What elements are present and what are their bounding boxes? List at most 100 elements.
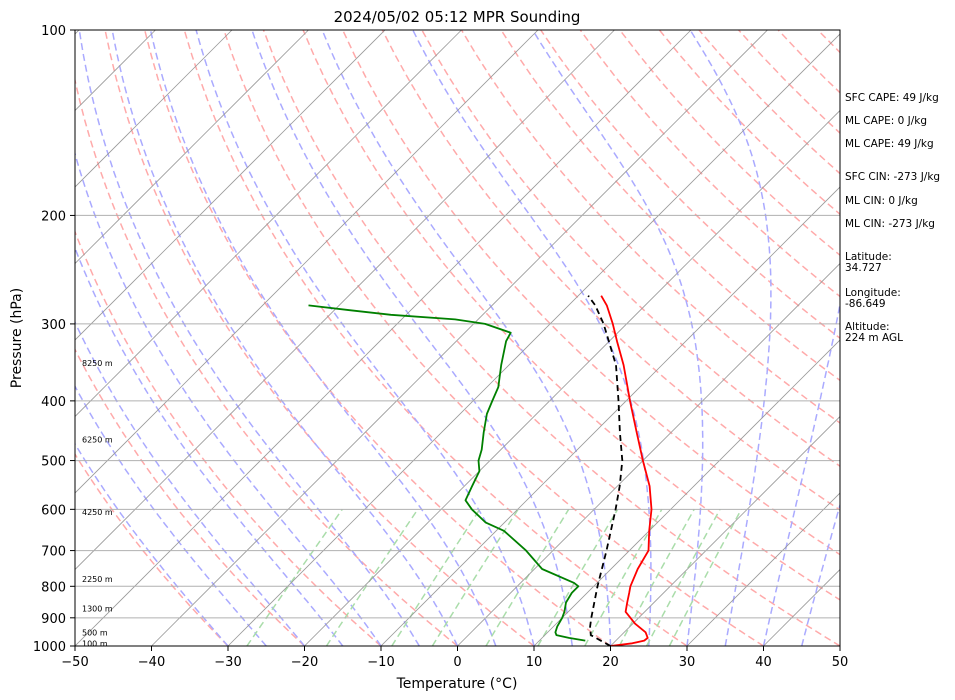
longitude-text: Longitude: -86.649 bbox=[845, 287, 901, 310]
dry-adiabat-line bbox=[75, 76, 458, 646]
moist-adiabat-line bbox=[195, 30, 535, 646]
height-label: 6250 m bbox=[82, 435, 113, 444]
isotherm-line bbox=[0, 30, 3, 646]
moist-adiabat-line bbox=[75, 442, 229, 646]
dry-adiabat-line bbox=[302, 30, 840, 601]
moist-adiabat-line bbox=[762, 300, 840, 646]
dry-adiabat-line bbox=[75, 452, 229, 646]
altitude-text: Altitude: 224 m AGL bbox=[845, 321, 903, 344]
y-tick-label: 700 bbox=[41, 545, 66, 560]
isotherm-line bbox=[610, 415, 840, 646]
pressure-gridlines bbox=[75, 214, 840, 619]
height-labels: 100 m 500 m 1300 m 2250 m 4250 m 6250 m 8250 m bbox=[82, 359, 113, 648]
plot-frame bbox=[74, 29, 841, 647]
isotherm-line bbox=[75, 30, 462, 418]
x-axis-ticks: −50 −40 −30 −20 −10 0 10 20 30 40 50 bbox=[61, 646, 848, 670]
moist-adiabat-line bbox=[111, 30, 459, 646]
isotherm-line bbox=[151, 30, 768, 646]
height-label: 2250 m bbox=[82, 575, 113, 584]
isotherm-line bbox=[75, 30, 615, 571]
moist-adiabat-line bbox=[75, 246, 344, 646]
x-tick-label: −30 bbox=[214, 655, 241, 670]
dry-adiabat-line bbox=[104, 30, 535, 646]
x-tick-label: 20 bbox=[602, 655, 619, 670]
moist-adiabat-line bbox=[689, 30, 772, 646]
dry-adiabat-line bbox=[460, 30, 840, 424]
dry-adiabat-line bbox=[75, 229, 382, 646]
dry-adiabat-line bbox=[143, 30, 611, 646]
chart-title: 2024/05/02 05:12 MPR Sounding bbox=[334, 8, 581, 26]
mixing-ratio-line bbox=[485, 508, 570, 646]
isotherm-line bbox=[75, 30, 692, 646]
ml-cin-text-2: ML CIN: -273 J/kg bbox=[845, 218, 935, 230]
x-tick-label: −20 bbox=[291, 655, 318, 670]
dry-adiabat-line bbox=[75, 347, 306, 646]
temperature-trace bbox=[600, 295, 653, 646]
dry-adiabat-line bbox=[183, 30, 688, 646]
height-label: 1300 m bbox=[82, 604, 113, 613]
ml-cape-text: ML CAPE: 0 J/kg bbox=[845, 115, 928, 127]
moist-adiabat-line bbox=[75, 320, 306, 646]
isotherm-line bbox=[75, 30, 309, 265]
height-label: 4250 m bbox=[82, 508, 113, 517]
y-tick-label: 800 bbox=[41, 580, 66, 595]
y-tick-label: 200 bbox=[41, 209, 66, 224]
y-tick-label: 100 bbox=[41, 24, 66, 39]
isotherm-line bbox=[75, 30, 233, 188]
x-tick-label: −10 bbox=[367, 655, 394, 670]
isotherm-line bbox=[75, 30, 539, 494]
dry-adiabat-line bbox=[262, 30, 840, 646]
height-label: 500 m bbox=[82, 628, 108, 637]
parcel-trace bbox=[587, 295, 624, 646]
moist-adiabat-line bbox=[321, 30, 612, 646]
y-tick-label: 400 bbox=[41, 395, 66, 410]
latitude-text: Latitude: 34.727 bbox=[845, 251, 892, 274]
y-tick-label: 500 bbox=[41, 455, 66, 470]
ml-cin-text: ML CIN: 0 J/kg bbox=[845, 195, 918, 207]
moist-adiabat-line bbox=[532, 30, 704, 646]
isotherm-line bbox=[457, 262, 840, 646]
isotherm-line bbox=[380, 186, 840, 646]
x-tick-label: 40 bbox=[755, 655, 772, 670]
mixing-ratio-line bbox=[431, 508, 519, 646]
sfc-cin-text: SFC CIN: -273 J/kg bbox=[845, 171, 941, 183]
x-tick-label: 0 bbox=[453, 655, 461, 670]
moist-adiabat-line bbox=[75, 384, 267, 646]
sounding-traces bbox=[308, 295, 653, 646]
y-axis-label: Pressure (hPa) bbox=[9, 288, 25, 388]
x-axis-label: Temperature (°C) bbox=[396, 676, 518, 692]
background-lines bbox=[0, 30, 840, 646]
mixing-ratio-line bbox=[391, 508, 481, 646]
dry-adiabat-line bbox=[223, 30, 764, 646]
moist-adiabat-line bbox=[801, 502, 840, 646]
moist-adiabat-line bbox=[149, 30, 497, 646]
dry-adiabat-line bbox=[381, 30, 840, 511]
dry-adiabat-line bbox=[579, 30, 840, 298]
x-tick-label: 10 bbox=[526, 655, 543, 670]
moist-adiabat-line bbox=[412, 30, 652, 646]
x-tick-label: 30 bbox=[679, 655, 696, 670]
y-tick-label: 900 bbox=[41, 612, 66, 627]
isotherm-line bbox=[686, 492, 840, 646]
isotherm-line bbox=[304, 109, 840, 646]
x-tick-label: 50 bbox=[832, 655, 849, 670]
y-tick-label: 1000 bbox=[33, 640, 66, 655]
sfc-cape-text: SFC CAPE: 49 J/kg bbox=[845, 92, 939, 104]
isotherm-line bbox=[75, 30, 386, 341]
dry-adiabat-line bbox=[342, 30, 840, 556]
y-axis-ticks: 1000 900 800 700 600 500 400 300 200 100 bbox=[33, 24, 75, 655]
x-tick-label: −40 bbox=[138, 655, 165, 670]
x-tick-label: −50 bbox=[61, 655, 88, 670]
moist-adiabat-line bbox=[75, 151, 382, 646]
moist-adiabat-line bbox=[78, 30, 420, 646]
dry-adiabat-line bbox=[500, 30, 840, 382]
ml-cape-text-2: ML CAPE: 49 J/kg bbox=[845, 138, 934, 150]
height-label: 8250 m bbox=[82, 359, 113, 368]
isotherm-line bbox=[227, 33, 840, 646]
y-tick-label: 300 bbox=[41, 318, 66, 333]
height-label: 100 m bbox=[82, 639, 108, 648]
dewpoint-trace bbox=[308, 304, 586, 642]
dry-adiabat-line bbox=[540, 30, 840, 340]
mixing-ratio-line bbox=[668, 508, 742, 646]
